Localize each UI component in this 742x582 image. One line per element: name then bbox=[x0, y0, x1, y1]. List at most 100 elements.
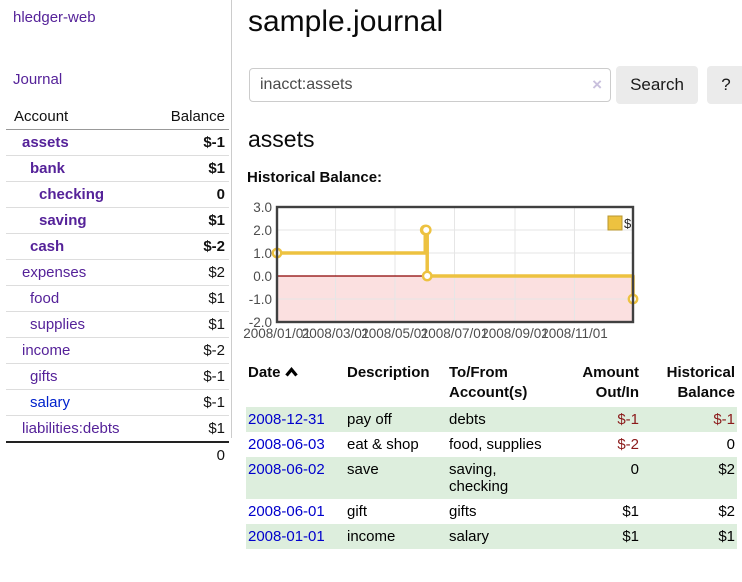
y-tick-label: 3.0 bbox=[253, 200, 272, 215]
x-tick-label: 2008/07/01 bbox=[421, 326, 489, 341]
account-link[interactable]: liabilities:debts bbox=[22, 420, 120, 437]
transaction-balance: $2 bbox=[718, 503, 735, 520]
transaction-amount: $-2 bbox=[617, 436, 639, 453]
register-table: Date Description To/From Account(s) Amount Ou… bbox=[246, 361, 737, 549]
y-tick-label: 1.0 bbox=[253, 246, 272, 261]
transaction-row: 2008-06-03 eat & shop food, supplies $-2 0 bbox=[246, 432, 737, 457]
chart-title: Historical Balance: bbox=[247, 169, 383, 186]
search-form: × Search ? bbox=[249, 66, 742, 104]
transaction-description: save bbox=[347, 461, 379, 478]
data-point-marker bbox=[420, 224, 432, 236]
account-row: gifts $-1 bbox=[6, 363, 229, 390]
transaction-row: 2008-06-02 save saving, checking 0 $2 bbox=[246, 457, 737, 499]
transaction-accounts: salary bbox=[449, 528, 490, 545]
transaction-amount: $1 bbox=[622, 503, 639, 520]
register-header: Description bbox=[347, 364, 430, 381]
transaction-date-link[interactable]: 2008-12-31 bbox=[248, 411, 325, 428]
account-balance: $1 bbox=[147, 285, 229, 312]
transaction-accounts: food, supplies bbox=[449, 436, 542, 453]
register-header[interactable]: Date bbox=[246, 361, 345, 407]
historical-balance-chart: $3.0 2.0 1.0 0.0 -1.0 -2.02008/01/012008/03/0… bbox=[243, 200, 639, 341]
transaction-balance: 0 bbox=[726, 436, 735, 453]
account-row: checking 0 bbox=[6, 181, 229, 208]
x-tick-label: 2008/05/01 bbox=[361, 326, 429, 341]
account-row: cash $-2 bbox=[6, 233, 229, 260]
account-row: assets $-1 bbox=[6, 130, 229, 156]
transaction-amount: $1 bbox=[622, 528, 639, 545]
transaction-accounts: gifts bbox=[449, 503, 477, 520]
account-balance: $1 bbox=[147, 311, 229, 338]
account-balance: $-2 bbox=[147, 337, 229, 364]
account-row: saving $1 bbox=[6, 207, 229, 234]
account-balance: $-1 bbox=[147, 363, 229, 390]
plot-border bbox=[275, 205, 635, 324]
account-link[interactable]: food bbox=[30, 290, 60, 307]
account-link[interactable]: checking bbox=[39, 186, 105, 203]
legend-label: $ bbox=[624, 216, 632, 231]
transaction-row: 2008-12-31 pay off debts $-1 $-1 bbox=[246, 407, 737, 432]
x-tick-label: 2008/01/01 bbox=[243, 326, 311, 341]
account-link[interactable]: saving bbox=[39, 212, 87, 229]
account-balance: $-1 bbox=[147, 389, 229, 416]
accounts-header-account: Account bbox=[6, 104, 148, 130]
y-tick-label: -1.0 bbox=[249, 292, 272, 307]
account-link[interactable]: assets bbox=[22, 134, 69, 151]
account-balance: $2 bbox=[147, 259, 229, 286]
y-tick-label: 0.0 bbox=[253, 269, 272, 284]
transaction-balance: $2 bbox=[718, 461, 735, 478]
clear-search-icon[interactable]: × bbox=[592, 75, 602, 94]
x-tick-label: 2008/03/01 bbox=[302, 326, 370, 341]
help-button[interactable]: ? bbox=[707, 66, 742, 104]
account-link[interactable]: gifts bbox=[30, 368, 58, 385]
data-point-marker bbox=[421, 270, 433, 282]
transaction-description: income bbox=[347, 528, 396, 545]
accounts-total-value: 0 bbox=[147, 441, 229, 468]
search-button[interactable]: Search bbox=[616, 66, 698, 104]
account-link[interactable]: bank bbox=[30, 160, 66, 177]
search-input[interactable] bbox=[249, 68, 611, 102]
transaction-amount: 0 bbox=[630, 461, 639, 478]
transaction-accounts: debts bbox=[449, 411, 486, 428]
page-title: sample.journal bbox=[248, 5, 444, 38]
account-link[interactable]: salary bbox=[30, 394, 71, 411]
account-row: expenses $2 bbox=[6, 259, 229, 286]
transaction-description: pay off bbox=[347, 411, 392, 428]
account-balance: $1 bbox=[147, 207, 229, 234]
sidebar-divider bbox=[231, 0, 232, 438]
transaction-date-link[interactable]: 2008-06-03 bbox=[248, 436, 325, 453]
x-tick-label: 2008/11/01 bbox=[541, 326, 608, 341]
transaction-date-link[interactable]: 2008-01-01 bbox=[248, 528, 325, 545]
account-balance: $-2 bbox=[147, 233, 229, 260]
account-row: supplies $1 bbox=[6, 311, 229, 338]
account-balance: 0 bbox=[147, 181, 229, 208]
account-row: food $1 bbox=[6, 285, 229, 312]
account-row: liabilities:debts $1 bbox=[6, 415, 229, 442]
sidebar-item-journal[interactable]: Journal bbox=[13, 71, 63, 88]
account-row: bank $1 bbox=[6, 155, 229, 182]
transaction-balance: $1 bbox=[718, 528, 735, 545]
account-link[interactable]: income bbox=[22, 342, 71, 359]
sort-ascending-icon bbox=[284, 364, 298, 384]
account-balance: $-1 bbox=[203, 134, 225, 151]
account-row: income $-2 bbox=[6, 337, 229, 364]
search-input-wrap: × bbox=[249, 68, 611, 102]
app-title-link[interactable]: hledger-web bbox=[13, 9, 96, 26]
transaction-row: 2008-01-01 income salary $1 $1 bbox=[246, 524, 737, 549]
transaction-date-link[interactable]: 2008-06-02 bbox=[248, 461, 325, 478]
y-tick-label: 2.0 bbox=[253, 223, 272, 238]
accounts-total-row: 0 bbox=[6, 441, 229, 468]
account-row: salary $-1 bbox=[6, 389, 229, 416]
accounts-table: Account Balance assets $-1 bank $1 checking 0… bbox=[6, 104, 229, 468]
account-link[interactable]: supplies bbox=[30, 316, 86, 333]
account-link[interactable]: expenses bbox=[22, 264, 87, 281]
account-heading: assets bbox=[248, 126, 315, 152]
transaction-balance: $-1 bbox=[713, 411, 735, 428]
account-balance: $1 bbox=[147, 155, 229, 182]
account-link[interactable]: cash bbox=[30, 238, 65, 255]
transaction-date-link[interactable]: 2008-06-01 bbox=[248, 503, 325, 520]
x-tick-label: 2008/09/01 bbox=[481, 326, 549, 341]
transaction-description: gift bbox=[347, 503, 368, 520]
account-balance: $1 bbox=[147, 415, 229, 442]
y-tick-label: -2.0 bbox=[249, 315, 272, 330]
transaction-amount: $-1 bbox=[617, 411, 639, 428]
